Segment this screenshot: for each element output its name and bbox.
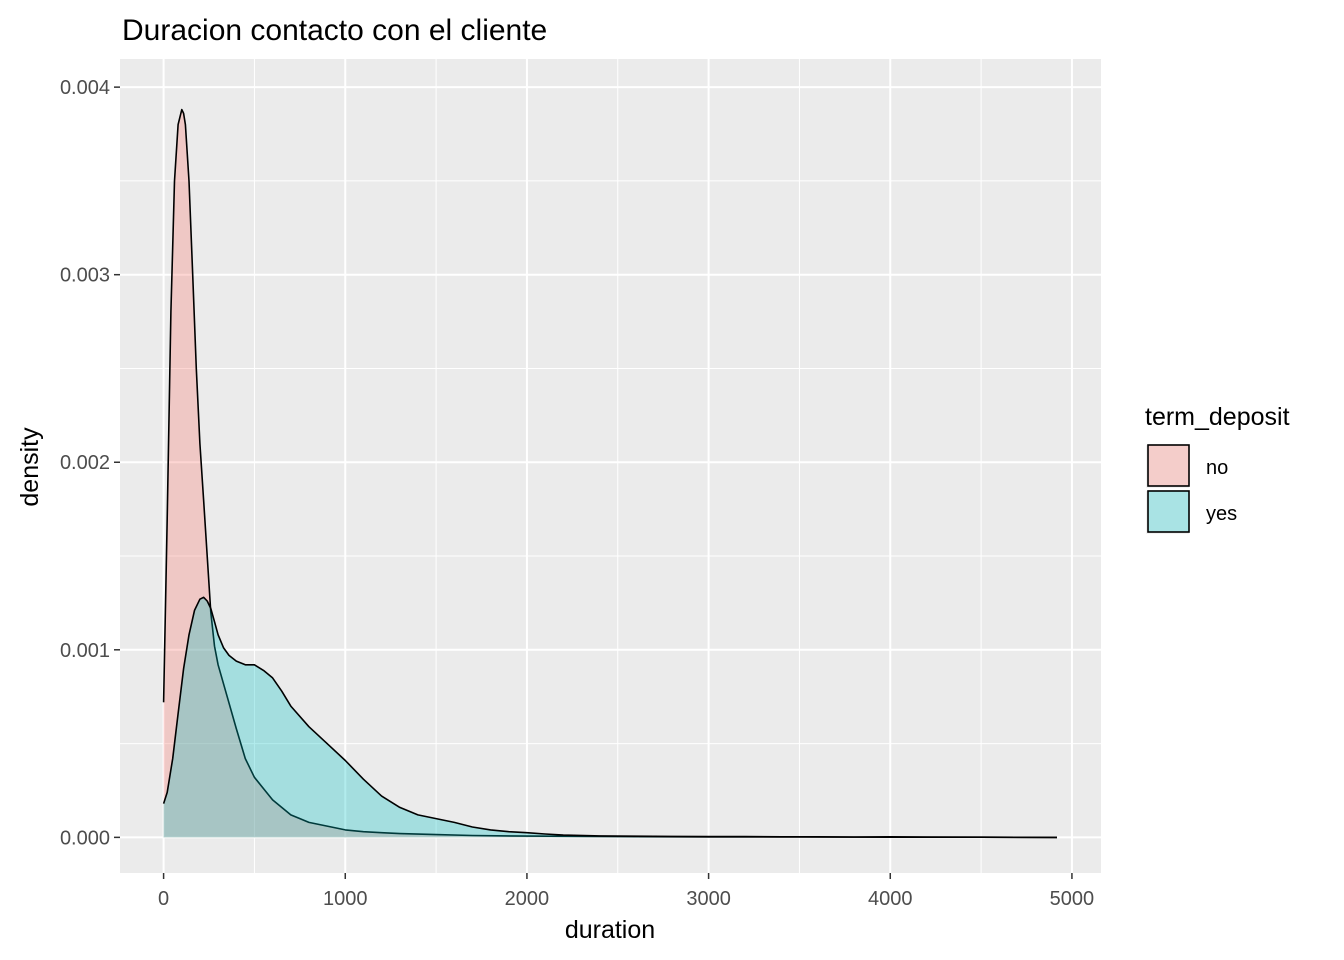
legend-title: term_deposit	[1145, 403, 1290, 431]
x-tick-label: 4000	[868, 888, 913, 910]
x-axis: 0 1000 2000 3000 4000 5000	[158, 873, 1094, 910]
density-line-no	[162, 108, 1058, 839]
plot-panel	[120, 59, 1101, 873]
density-line-yes	[162, 596, 1058, 839]
grid-minor	[120, 59, 1101, 873]
legend-label-yes: yes	[1206, 503, 1237, 525]
legend-label-no: no	[1206, 457, 1228, 479]
legend-key-bg	[1146, 445, 1189, 488]
x-tick-label: 2000	[505, 888, 550, 910]
x-tick-label: 0	[158, 888, 169, 910]
chart-title: Duracion contacto con el cliente	[122, 14, 547, 47]
series-layer	[162, 108, 1058, 839]
legend-key-yes	[1147, 490, 1190, 533]
legend: term_deposit no yes	[1145, 403, 1290, 534]
y-axis-title: density	[16, 427, 44, 507]
y-tick-label: 0.001	[60, 640, 110, 662]
panel-background	[120, 59, 1101, 873]
legend-keys: no yes	[1146, 444, 1237, 534]
y-axis: 0.000 0.001 0.002 0.003 0.004	[60, 77, 120, 849]
y-tick-label: 0.000	[60, 827, 110, 849]
y-tick-label: 0.002	[60, 452, 110, 474]
x-tick-label: 1000	[323, 888, 368, 910]
y-tick-label: 0.004	[60, 77, 110, 99]
density-area-yes	[163, 597, 1058, 838]
x-tick-label: 5000	[1050, 888, 1095, 910]
legend-key-no	[1147, 444, 1190, 487]
y-tick-label: 0.003	[60, 265, 110, 287]
grid-major	[120, 59, 1101, 873]
legend-key-bg	[1146, 491, 1189, 534]
x-tick-label: 3000	[686, 888, 731, 910]
x-axis-title: duration	[565, 916, 655, 944]
